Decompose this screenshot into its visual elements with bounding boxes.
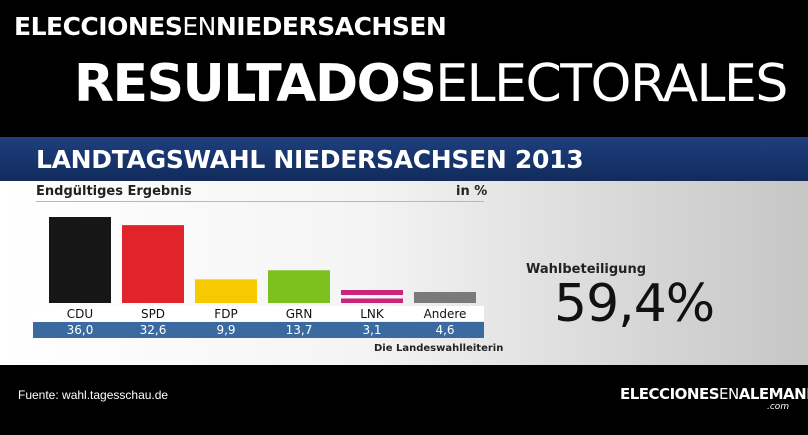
bar-fdp xyxy=(195,279,257,303)
turnout-value: 59,4% xyxy=(554,274,715,334)
bar-label-grn: GRN xyxy=(286,307,313,321)
value-strip xyxy=(33,322,484,338)
bar-lnk xyxy=(341,298,403,303)
bar-grn xyxy=(268,270,330,303)
bar-label-fdp: FDP xyxy=(214,307,237,321)
bar-label-spd: SPD xyxy=(141,307,165,321)
bar-value-cdu: 36,0 xyxy=(67,323,94,337)
bar-value-lnk: 3,1 xyxy=(362,323,381,337)
bar-label-cdu: CDU xyxy=(67,307,93,321)
bar-spd xyxy=(122,225,184,303)
bar-label-andere: Andere xyxy=(424,307,467,321)
logo-suffix: .com xyxy=(767,402,790,412)
bar-cdu xyxy=(49,217,111,303)
main-heading-part2: ELECTORALES xyxy=(435,54,788,114)
site-logo[interactable]: ELECCIONESENALEMANIA xyxy=(620,385,808,403)
bar-lnk-top xyxy=(341,290,403,295)
bar-value-grn: 13,7 xyxy=(286,323,313,337)
main-heading: RESULTADOSELECTORALES xyxy=(74,54,788,114)
logo-part3: ALEMANIA xyxy=(738,385,808,403)
bar-value-spd: 32,6 xyxy=(140,323,167,337)
chart-subtitle: Endgültiges Ergebnis xyxy=(36,184,192,199)
logo-part2: EN xyxy=(719,385,739,403)
bar-group: CDU 36,0 SPD 32,6 FDP 9,9 GRN 13,7 LNK 3,1 Andere 4… xyxy=(33,217,484,338)
site-title-part3: NIEDERSACHSEN xyxy=(215,12,447,41)
bar-label-lnk: LNK xyxy=(360,307,385,321)
site-title: ELECCIONESENNIEDERSACHSEN xyxy=(14,12,447,41)
turnout-label: Wahlbeteiligung xyxy=(526,262,647,277)
bar-andere xyxy=(414,292,476,303)
subtitle-divider xyxy=(36,201,484,202)
bar-value-fdp: 9,9 xyxy=(216,323,235,337)
chart-title: LANDTAGSWAHL NIEDERSACHSEN 2013 xyxy=(36,145,584,174)
data-source-tag: Die Landeswahlleiterin xyxy=(374,343,504,354)
site-title-part2: EN xyxy=(182,12,216,41)
label-strip xyxy=(33,306,484,321)
main-heading-part1: RESULTADOS xyxy=(74,54,437,114)
site-title-part1: ELECCIONES xyxy=(14,12,183,41)
chart-unit: in % xyxy=(456,184,488,199)
footer-source: Fuente: wahl.tagesschau.de xyxy=(18,388,169,402)
bar-value-andere: 4,6 xyxy=(435,323,454,337)
logo-part1: ELECCIONES xyxy=(620,385,720,403)
chart-title-bar: LANDTAGSWAHL NIEDERSACHSEN 2013 xyxy=(0,137,808,181)
